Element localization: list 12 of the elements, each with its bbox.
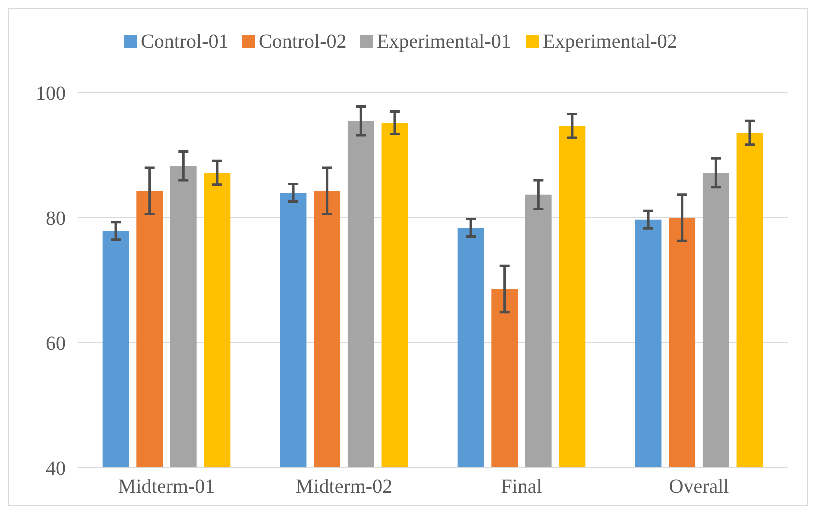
- y-tick-label: 80: [46, 208, 66, 230]
- legend-label: Control-01: [141, 31, 229, 53]
- x-tick-label: Final: [501, 476, 543, 498]
- y-tick-label: 40: [46, 458, 66, 480]
- y-tick-label: 100: [36, 83, 66, 105]
- y-tick-label: 60: [46, 333, 66, 355]
- legend-label: Experimental-01: [377, 31, 512, 53]
- x-tick-label: Overall: [669, 476, 730, 498]
- legend-label: Control-02: [259, 31, 347, 53]
- x-tick-label: Midterm-02: [296, 476, 393, 498]
- legend-label: Experimental-02: [543, 31, 678, 53]
- x-tick-label: Midterm-01: [118, 476, 216, 498]
